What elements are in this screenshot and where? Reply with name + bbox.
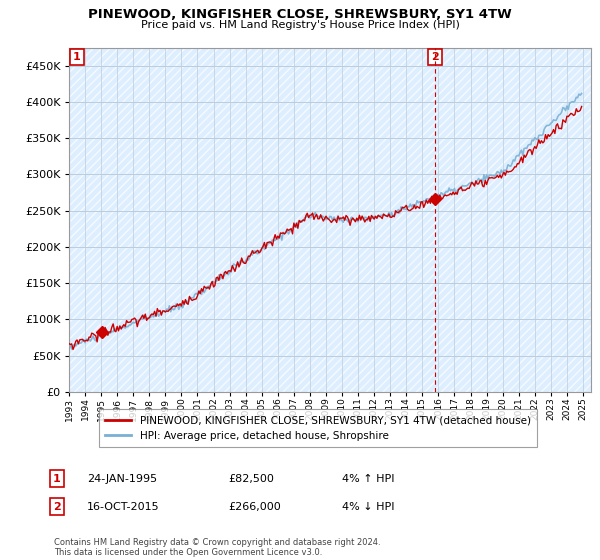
Text: 1: 1: [73, 52, 81, 62]
Text: 4% ↑ HPI: 4% ↑ HPI: [342, 474, 395, 484]
Text: 24-JAN-1995: 24-JAN-1995: [87, 474, 157, 484]
Text: 1: 1: [53, 474, 61, 484]
Text: Price paid vs. HM Land Registry's House Price Index (HPI): Price paid vs. HM Land Registry's House …: [140, 20, 460, 30]
Text: 2: 2: [53, 502, 61, 512]
Legend: PINEWOOD, KINGFISHER CLOSE, SHREWSBURY, SY1 4TW (detached house), HPI: Average p: PINEWOOD, KINGFISHER CLOSE, SHREWSBURY, …: [99, 409, 537, 447]
Text: £82,500: £82,500: [228, 474, 274, 484]
Text: Contains HM Land Registry data © Crown copyright and database right 2024.
This d: Contains HM Land Registry data © Crown c…: [54, 538, 380, 557]
Text: PINEWOOD, KINGFISHER CLOSE, SHREWSBURY, SY1 4TW: PINEWOOD, KINGFISHER CLOSE, SHREWSBURY, …: [88, 8, 512, 21]
Text: 16-OCT-2015: 16-OCT-2015: [87, 502, 160, 512]
Text: £266,000: £266,000: [228, 502, 281, 512]
Text: 4% ↓ HPI: 4% ↓ HPI: [342, 502, 395, 512]
Text: 2: 2: [431, 52, 439, 62]
